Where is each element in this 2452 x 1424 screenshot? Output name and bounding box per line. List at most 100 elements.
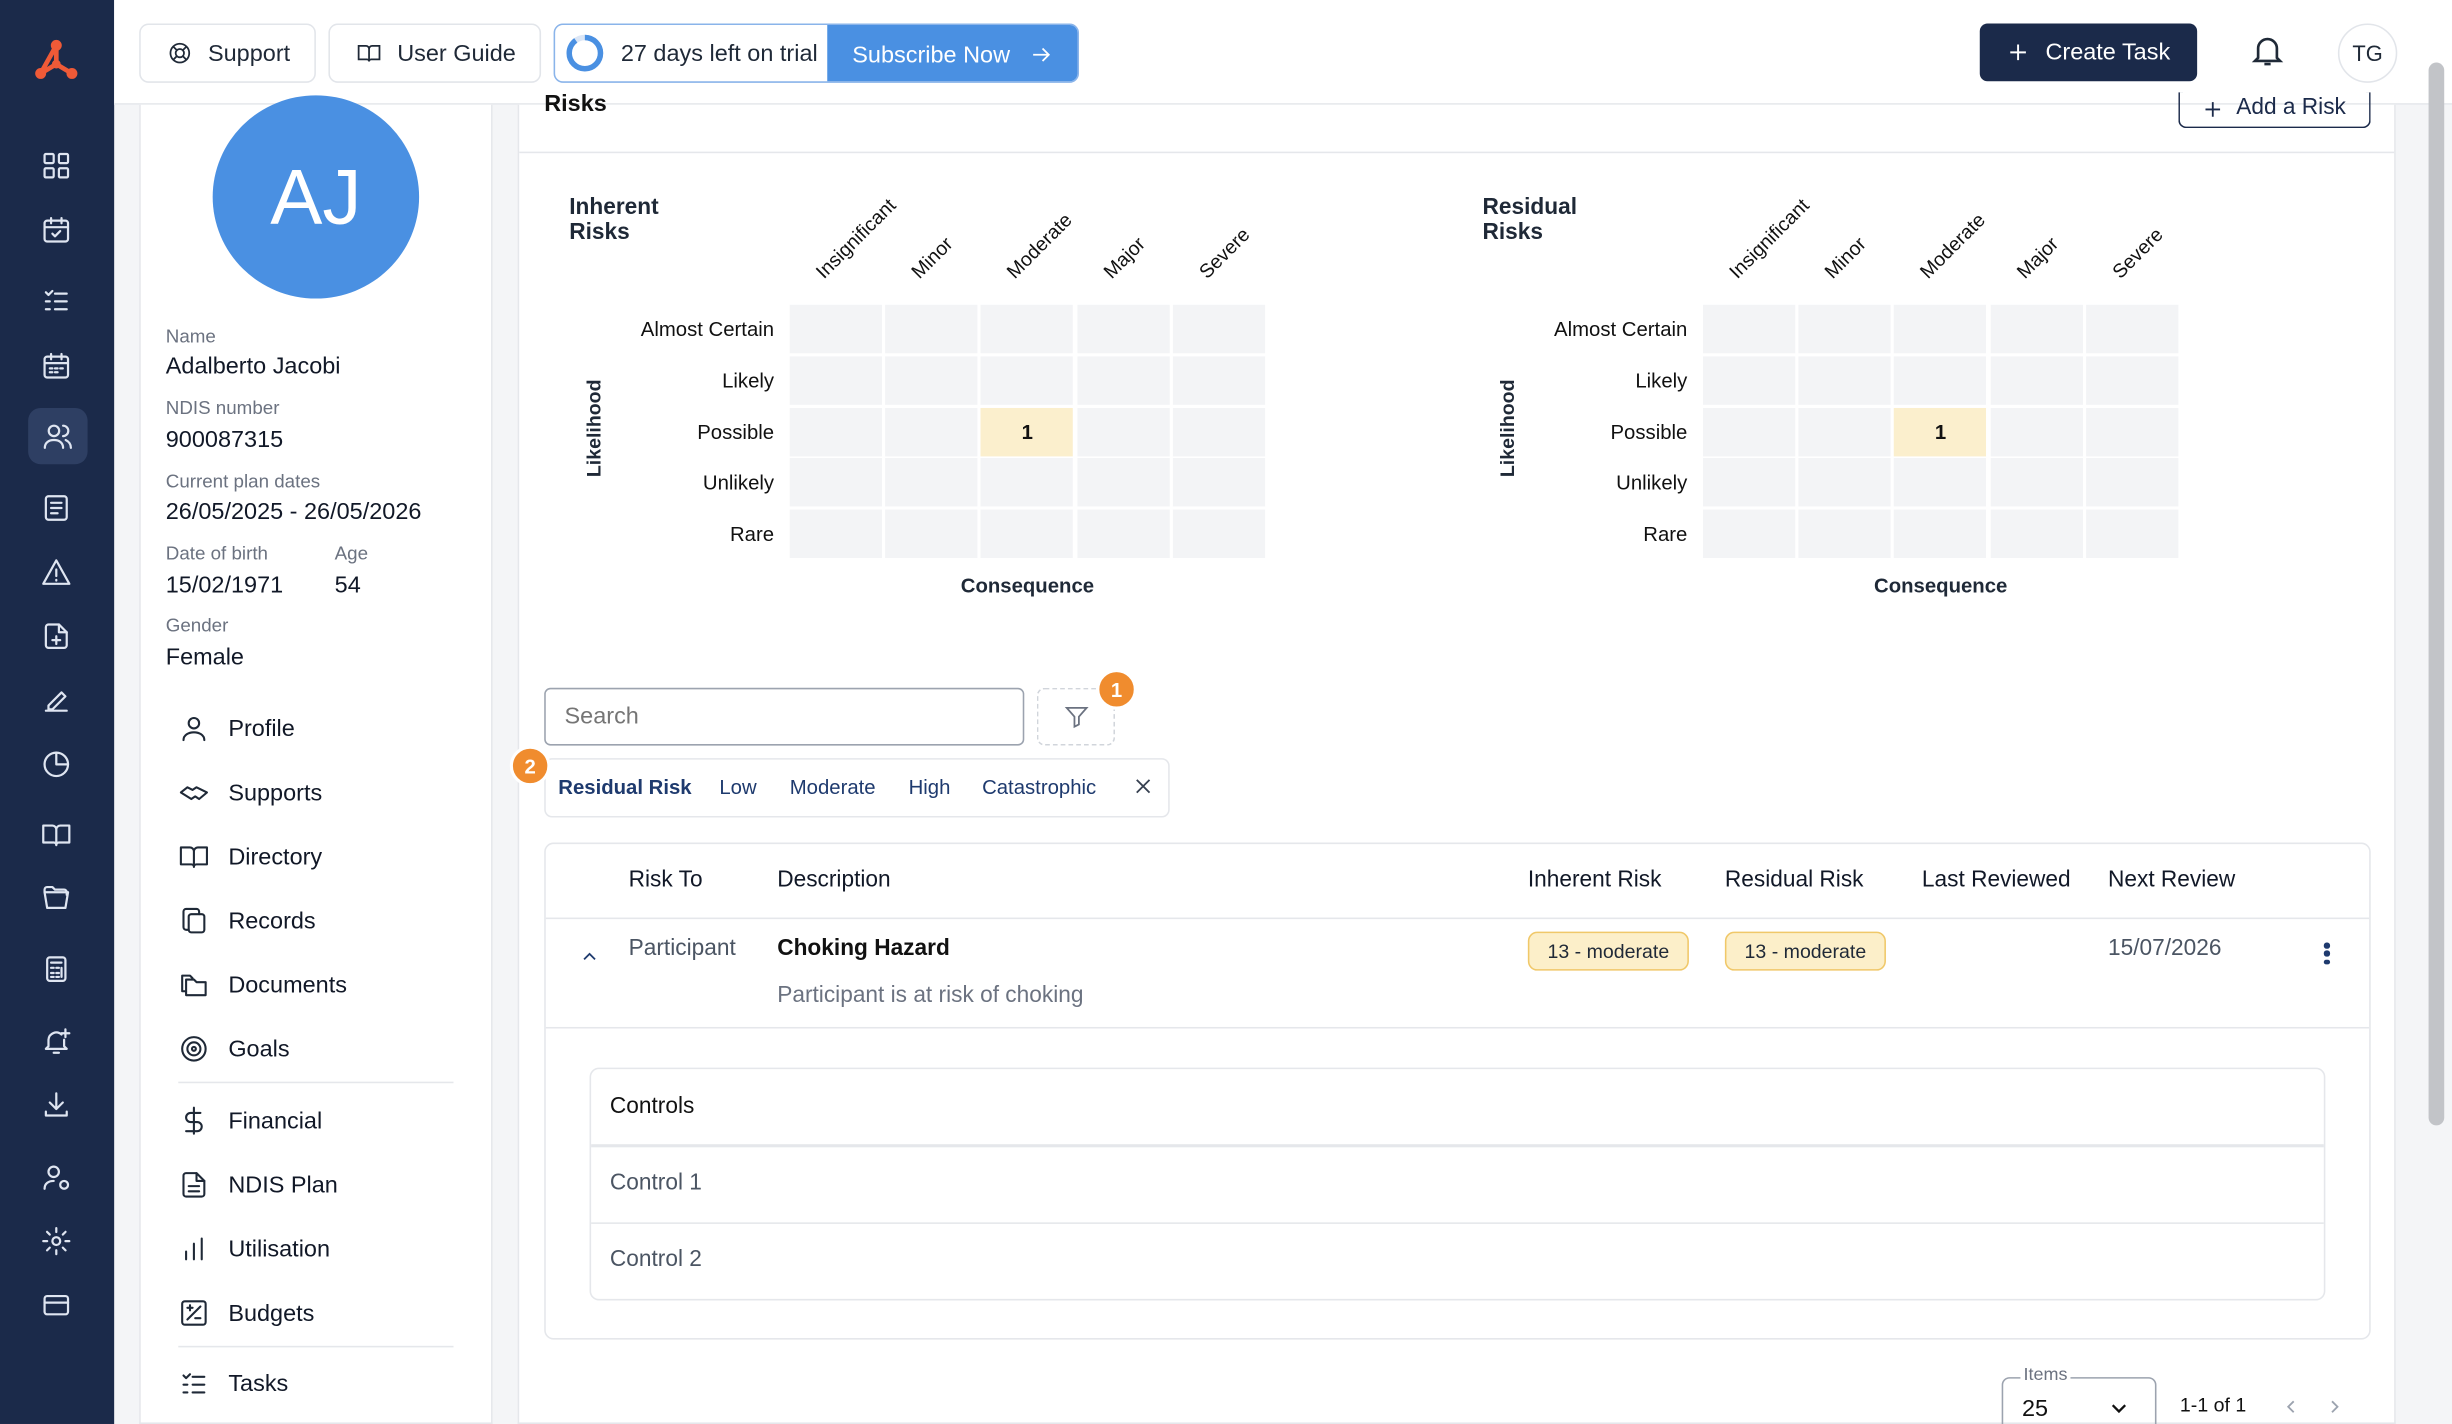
matrix-cell[interactable] [1172,458,1265,508]
folder-open-icon[interactable] [31,874,81,924]
matrix-cell[interactable] [1076,356,1170,405]
next-page-chevron-right-icon[interactable] [2324,1396,2346,1424]
calendar-check-icon[interactable] [31,205,81,255]
subscribe-button[interactable]: Subscribe Now [827,25,1078,82]
matrix-cell[interactable] [885,509,978,559]
matrix-cell[interactable] [1172,407,1265,456]
matrix-cell[interactable] [885,356,978,405]
matrix-cell[interactable] [1798,356,1891,405]
records-icon[interactable] [31,483,81,533]
add-risk-button[interactable]: Add a Risk [2178,92,2371,129]
notifications-bell-icon[interactable] [2249,31,2287,72]
matrix-cell[interactable] [981,356,1074,405]
matrix-cell[interactable]: 1 [1894,407,1987,456]
chip-catastrophic[interactable]: Catastrophic [982,775,1097,799]
add-file-icon[interactable] [31,611,81,661]
support-button[interactable]: Support [139,23,316,83]
matrix-cell[interactable] [1798,304,1891,354]
matrix-cell[interactable] [2085,304,2179,354]
matrix-cell[interactable] [1798,407,1891,456]
matrix-cell[interactable] [789,356,882,405]
nav-documents[interactable]: Documents [178,969,347,1000]
matrix-cell[interactable] [1076,458,1170,508]
book-icon[interactable] [31,810,81,860]
nav-financial[interactable]: Financial [178,1105,322,1136]
nav-budgets[interactable]: Budgets [178,1297,314,1328]
matrix-cell[interactable] [1702,304,1796,354]
nav-goals[interactable]: Goals [178,1033,290,1064]
nav-records[interactable]: Records [178,905,316,936]
signature-icon[interactable] [31,675,81,725]
matrix-cell[interactable] [1894,356,1987,405]
download-icon[interactable] [31,1080,81,1130]
matrix-cell[interactable] [2085,407,2179,456]
dashboard-icon[interactable] [31,141,81,191]
pie-chart-icon[interactable] [31,739,81,789]
nav-ndis-plan[interactable]: NDIS Plan [178,1169,338,1200]
table-row[interactable]: Participant Choking Hazard Participant i… [546,919,2369,1028]
matrix-cell[interactable] [1172,356,1265,405]
matrix-cell[interactable] [1076,509,1170,559]
bell-plus-icon[interactable] [31,1016,81,1066]
matrix-cell[interactable] [1076,407,1170,456]
warning-icon[interactable] [31,547,81,597]
chip-low[interactable]: Low [719,775,757,799]
matrix-cell[interactable] [1076,304,1170,354]
nav-utilisation[interactable]: Utilisation [178,1233,330,1264]
nav-supports[interactable]: Supports [178,777,322,808]
matrix-cell[interactable] [1798,458,1891,508]
prev-page-chevron-left-icon[interactable] [2280,1396,2302,1424]
matrix-cell[interactable] [1798,509,1891,559]
user-guide-button[interactable]: User Guide [328,23,542,83]
matrix-cell[interactable] [1894,509,1987,559]
matrix-cell[interactable] [1894,458,1987,508]
nav-profile[interactable]: Profile [178,713,295,744]
matrix-cell[interactable] [2085,509,2179,559]
gear-icon[interactable] [31,1216,81,1266]
matrix-cell[interactable] [2085,458,2179,508]
matrix-cell[interactable] [981,304,1074,354]
matrix-cell[interactable] [1702,458,1796,508]
matrix-cell[interactable] [789,304,882,354]
matrix-cell[interactable]: 1 [981,407,1074,456]
matrix-cell[interactable] [1172,509,1265,559]
matrix-cell[interactable] [1894,304,1987,354]
matrix-cell[interactable] [789,509,882,559]
matrix-cell[interactable] [885,304,978,354]
matrix-cell[interactable] [1702,407,1796,456]
nav-tasks[interactable]: Tasks [178,1368,288,1399]
calculator-icon[interactable] [31,944,81,994]
matrix-cell[interactable] [1702,356,1796,405]
credit-card-icon[interactable] [31,1280,81,1330]
user-settings-icon[interactable] [31,1152,81,1202]
matrix-cell[interactable] [1990,458,2083,508]
matrix-cell[interactable] [1990,356,2083,405]
matrix-cell[interactable] [1990,304,2083,354]
app-logo[interactable] [28,31,84,87]
matrix-cell[interactable] [981,509,1074,559]
chip-high[interactable]: High [908,775,951,799]
calendar-icon[interactable] [31,341,81,391]
matrix-cell[interactable] [1990,407,2083,456]
matrix-cell[interactable] [885,458,978,508]
matrix-cell[interactable] [789,458,882,508]
collapse-chevron-up-icon[interactable] [579,946,601,968]
matrix-cell[interactable] [1990,509,2083,559]
chip-moderate[interactable]: Moderate [789,775,876,799]
task-list-icon[interactable] [31,275,81,325]
create-task-button[interactable]: Create Task [1979,23,2198,82]
matrix-cell[interactable] [981,458,1074,508]
matrix-cell[interactable] [885,407,978,456]
row-menu-kebab-icon[interactable] [2318,939,2337,967]
page-scrollbar[interactable] [2428,62,2445,1126]
filter-button[interactable] [1036,687,1115,746]
matrix-cell[interactable] [1172,304,1265,354]
nav-directory[interactable]: Directory [178,841,322,872]
participants-icon[interactable] [28,407,88,465]
matrix-cell[interactable] [789,407,882,456]
user-avatar[interactable]: TG [2337,23,2398,83]
clear-filter-close-icon[interactable] [1132,775,1154,797]
search-input[interactable] [544,687,1025,746]
matrix-cell[interactable] [2085,356,2179,405]
matrix-cell[interactable] [1702,509,1796,559]
